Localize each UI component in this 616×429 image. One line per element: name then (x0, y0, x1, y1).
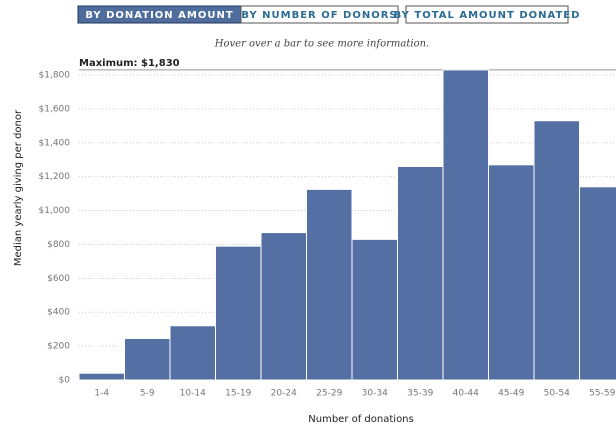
tab-label[interactable]: BY TOTAL AMOUNT DONATED (394, 10, 581, 21)
y-tick-label: $1,400 (39, 138, 71, 148)
subtitle: Hover over a bar to see more information… (214, 39, 429, 50)
x-tick-label: 25-29 (316, 389, 342, 399)
x-tick-label: 20-24 (271, 389, 297, 399)
y-tick-label: $1,000 (39, 206, 71, 216)
x-tick-label: 10-14 (180, 389, 206, 399)
x-tick-label: 50-54 (544, 389, 570, 399)
tabs: BY DONATION AMOUNT BY NUMBER OF DONORSBY … (77, 5, 581, 24)
bar[interactable] (124, 337, 171, 381)
x-tick-label: 30-34 (362, 389, 388, 399)
tab[interactable] (240, 5, 399, 24)
bar[interactable] (78, 372, 125, 381)
x-axis-label: Number of donations (308, 414, 413, 425)
bar[interactable] (351, 238, 398, 381)
y-tick-label: $200 (47, 342, 70, 352)
max-label: Maximum: $1,830 (79, 58, 180, 69)
x-tick-label: 5-9 (140, 389, 155, 399)
bar[interactable] (397, 166, 444, 381)
x-tick-label: 45-49 (498, 389, 524, 399)
x-tick-label: 55-59 (589, 389, 615, 399)
x-tick-label: 15-19 (225, 389, 251, 399)
x-tick-label: 35-39 (407, 389, 433, 399)
y-tick-label: $0 (59, 376, 71, 386)
y-tick-label: $1,200 (39, 172, 71, 182)
bar[interactable] (306, 188, 353, 381)
y-axis-label: Median yearly giving per donor (13, 109, 24, 266)
bar[interactable] (488, 164, 535, 381)
y-tick-label: $800 (47, 240, 70, 250)
y-tick-label: $1,800 (39, 71, 71, 81)
y-tick-label: $1,600 (39, 104, 71, 114)
bar[interactable] (260, 232, 307, 381)
bar[interactable] (579, 186, 616, 381)
bar[interactable] (169, 325, 216, 381)
bar[interactable] (533, 120, 580, 381)
tab-label[interactable]: BY DONATION AMOUNT (85, 10, 233, 21)
y-tick-label: $400 (47, 308, 70, 318)
bar[interactable] (442, 69, 489, 381)
tab[interactable] (405, 5, 569, 24)
tab-label[interactable]: BY NUMBER OF DONORS (241, 10, 397, 21)
plot: 1-4 5-9 10-14 15-19 20-24 25-29 30-34 35-39 40-4… (78, 69, 616, 399)
bar[interactable] (215, 245, 262, 381)
y-tick-label: $600 (47, 274, 70, 284)
x-tick-label: 1-4 (94, 389, 109, 399)
x-tick-label: 40-44 (453, 389, 479, 399)
